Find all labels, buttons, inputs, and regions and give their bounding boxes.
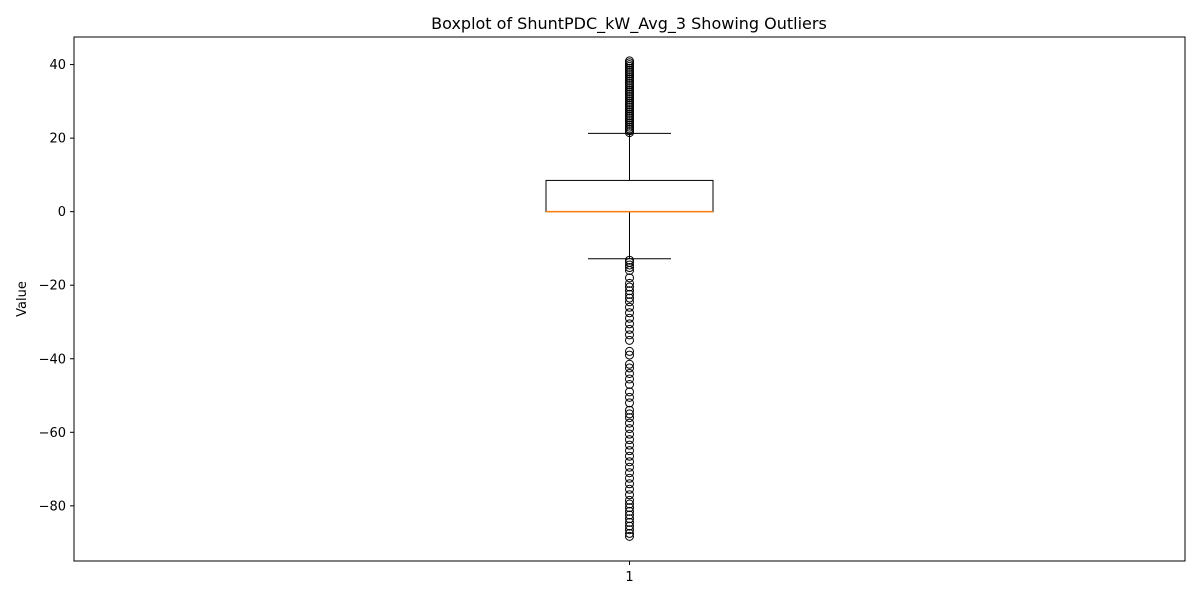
outlier-point	[625, 293, 634, 303]
outlier-point	[625, 484, 634, 494]
outlier-point	[625, 440, 634, 450]
outlier-point	[625, 531, 634, 541]
outlier-point	[625, 405, 634, 415]
outlier-point	[625, 409, 634, 419]
outlier-point	[625, 319, 634, 329]
outlier-point	[625, 506, 634, 516]
y-tick-label: −60	[39, 426, 66, 441]
y-tick-label: −40	[39, 352, 66, 367]
y-tick-label: 0	[58, 205, 66, 220]
outlier-point	[625, 350, 634, 360]
outlier-point	[625, 479, 634, 489]
outlier-point	[625, 289, 634, 299]
outlier-point	[625, 517, 634, 527]
outlier-point	[625, 297, 634, 307]
outlier-point	[625, 282, 634, 292]
outlier-point	[625, 521, 634, 531]
outlier-point	[625, 503, 634, 513]
outlier-point	[625, 263, 634, 273]
outlier-point	[625, 435, 634, 445]
outlier-point	[625, 302, 634, 312]
y-tick-label: −20	[39, 279, 66, 294]
outlier-point	[625, 473, 634, 483]
outlier-point	[625, 446, 634, 456]
outlier-point	[625, 429, 634, 439]
plot-area: −80 −60 −40 −20 0 20 40 1	[39, 36, 1186, 585]
outlier-point	[625, 424, 634, 434]
outlier-point	[625, 308, 634, 318]
outlier-point	[625, 278, 634, 288]
outlier-point	[625, 528, 634, 538]
outlier-point	[625, 392, 634, 402]
x-tick-label: 1	[625, 570, 633, 585]
outlier-point	[625, 398, 634, 408]
outlier-point	[625, 255, 634, 265]
outlier-point	[625, 413, 634, 423]
outlier-point	[625, 387, 634, 397]
y-tick-label: −80	[39, 499, 66, 514]
outlier-point	[625, 335, 634, 345]
iqr-box	[545, 179, 714, 213]
outlier-point	[625, 462, 634, 472]
outlier-point	[625, 499, 634, 509]
outlier-point	[625, 313, 634, 323]
chart-title: Boxplot of ShuntPDC_kW_Avg_3 Showing Out…	[431, 14, 827, 34]
outlier-point	[625, 495, 634, 505]
outlier-point	[625, 451, 634, 461]
outlier-point	[625, 324, 634, 334]
outlier-point	[625, 363, 634, 373]
outlier-point	[625, 330, 634, 340]
outlier-point	[625, 490, 634, 500]
outlier-point	[625, 510, 634, 520]
outlier-point	[625, 514, 634, 524]
outlier-point	[625, 468, 634, 478]
outlier-point	[625, 457, 634, 467]
outlier-point	[625, 56, 634, 66]
outlier-point	[625, 266, 634, 276]
outlier-point	[625, 260, 634, 270]
outlier-point	[625, 368, 634, 378]
outlier-point	[625, 418, 634, 428]
outlier-point	[625, 286, 634, 296]
outlier-point	[625, 525, 634, 535]
outlier-point	[625, 379, 634, 389]
outlier-point	[625, 359, 634, 369]
y-axis-label: Value	[15, 281, 30, 317]
y-tick-label: 40	[49, 58, 66, 73]
outlier-point	[625, 346, 634, 356]
outlier-point	[625, 374, 634, 384]
y-tick-label: 20	[49, 132, 66, 147]
outlier-point	[625, 273, 634, 283]
